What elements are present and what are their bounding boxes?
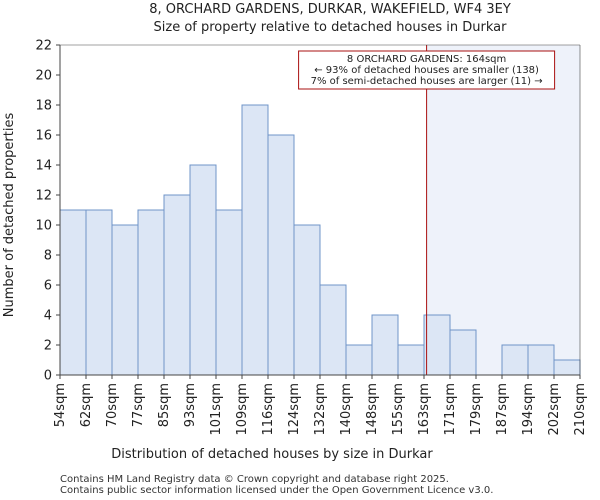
- chart-title: 8, ORCHARD GARDENS, DURKAR, WAKEFIELD, W…: [149, 2, 511, 17]
- y-tick-label-20: 20: [35, 69, 52, 84]
- annotation-line-3: 7% of semi-detached houses are larger (1…: [311, 76, 543, 87]
- y-tick-label-10: 10: [35, 219, 52, 234]
- y-tick-label-4: 4: [44, 309, 52, 324]
- bar-54sqm: [59, 209, 87, 376]
- bar-132sqm: [319, 284, 347, 376]
- x-tick-label-77sqm: 77sqm: [131, 383, 146, 427]
- x-tick-label-148sqm: 148sqm: [365, 383, 380, 436]
- x-tick-label-202sqm: 202sqm: [547, 383, 562, 436]
- bar-140sqm: [345, 344, 373, 376]
- x-tick-label-163sqm: 163sqm: [417, 383, 432, 436]
- x-tick-label-140sqm: 140sqm: [339, 383, 354, 436]
- bar-163sqm: [423, 314, 451, 376]
- larger-region-shade: [426, 45, 580, 375]
- x-tick-label-179sqm: 179sqm: [469, 383, 484, 436]
- x-tick-label-70sqm: 70sqm: [105, 383, 120, 427]
- x-tick-label-171sqm: 171sqm: [443, 383, 458, 436]
- x-tick-label-194sqm: 194sqm: [521, 383, 536, 436]
- x-tick-label-101sqm: 101sqm: [209, 383, 224, 436]
- y-tick-label-6: 6: [44, 279, 52, 294]
- x-tick-label-116sqm: 116sqm: [261, 383, 276, 436]
- bar-85sqm: [163, 194, 191, 376]
- bar-70sqm: [111, 224, 139, 376]
- x-tick-label-210sqm: 210sqm: [573, 383, 588, 436]
- annotation-box: 8 ORCHARD GARDENS: 164sqm ← 93% of detac…: [298, 50, 556, 90]
- y-tick-label-16: 16: [35, 129, 52, 144]
- bar-101sqm: [215, 209, 243, 376]
- footer-line-2: Contains public sector information licen…: [60, 485, 494, 496]
- bar-62sqm: [85, 209, 113, 376]
- x-tick-labels: 54sqm 62sqm 70sqm 77sqm 85sqm 93sqm 101sqm 109s…: [53, 375, 588, 436]
- y-tick-label-12: 12: [35, 189, 52, 204]
- y-tick-label-14: 14: [35, 159, 52, 174]
- bar-116sqm: [267, 134, 295, 376]
- x-tick-label-109sqm: 109sqm: [235, 383, 250, 436]
- x-tick-label-54sqm: 54sqm: [53, 383, 68, 427]
- bars: [59, 104, 581, 376]
- y-tick-label-0: 0: [44, 369, 52, 384]
- annotation-line-2: ← 93% of detached houses are smaller (13…: [314, 65, 539, 76]
- annotation-frame: [298, 50, 556, 90]
- bar-194sqm: [527, 344, 555, 376]
- x-tick-label-85sqm: 85sqm: [157, 383, 172, 427]
- bar-187sqm: [501, 344, 529, 376]
- bar-93sqm: [189, 164, 217, 376]
- bar-202sqm: [553, 359, 581, 376]
- bar-148sqm: [371, 314, 399, 376]
- x-tick-label-124sqm: 124sqm: [287, 383, 302, 436]
- y-axis-label: Number of detached properties: [2, 113, 17, 318]
- larger-region-shading: [426, 45, 580, 375]
- x-tick-label-187sqm: 187sqm: [495, 383, 510, 436]
- chart-subtitle: Size of property relative to detached ho…: [154, 20, 508, 35]
- y-tick-label-8: 8: [44, 249, 52, 264]
- y-tick-labels: 0 2 4 6 8 10 12 14 16 18 20 22: [35, 39, 60, 384]
- y-tick-label-22: 22: [35, 39, 52, 54]
- bar-124sqm: [293, 224, 321, 376]
- x-tick-label-93sqm: 93sqm: [183, 383, 198, 427]
- x-tick-label-155sqm: 155sqm: [391, 383, 406, 436]
- x-tick-label-62sqm: 62sqm: [79, 383, 94, 427]
- bar-155sqm: [397, 344, 425, 376]
- bar-77sqm: [137, 209, 165, 376]
- y-tick-label-2: 2: [44, 339, 52, 354]
- bar-109sqm: [241, 104, 269, 376]
- annotation-line-1: 8 ORCHARD GARDENS: 164sqm: [347, 54, 506, 65]
- x-axis-label: Distribution of detached houses by size …: [111, 447, 433, 462]
- bar-171sqm: [449, 329, 477, 376]
- y-tick-label-18: 18: [35, 99, 52, 114]
- x-tick-label-132sqm: 132sqm: [313, 383, 328, 436]
- footer-line-1: Contains HM Land Registry data © Crown c…: [60, 474, 449, 485]
